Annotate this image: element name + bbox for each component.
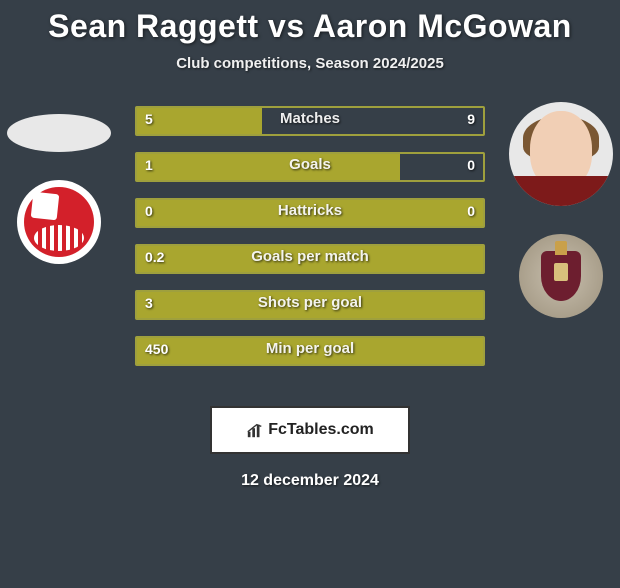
stat-bar-left-fill <box>137 338 483 364</box>
stat-bar-track <box>135 198 485 228</box>
stat-row: 5 Matches 9 <box>135 106 485 136</box>
stat-bar-track <box>135 106 485 136</box>
right-player-avatar <box>509 102 613 206</box>
stat-bar-left-fill <box>137 246 483 272</box>
stat-bar-left-fill <box>137 154 400 180</box>
stats-area: 5 Matches 9 1 Goals 0 0 Hattricks 0 <box>0 102 620 392</box>
left-club-logo <box>17 180 101 264</box>
stat-bar-right-fill <box>262 108 483 134</box>
stat-bars: 5 Matches 9 1 Goals 0 0 Hattricks 0 <box>135 106 485 382</box>
stat-row: 3 Shots per goal <box>135 290 485 320</box>
page-title: Sean Raggett vs Aaron McGowan <box>0 8 620 45</box>
stat-bar-track <box>135 152 485 182</box>
stat-bar-track <box>135 336 485 366</box>
stat-row: 0 Hattricks 0 <box>135 198 485 228</box>
stat-left-value: 3 <box>145 295 153 311</box>
stat-left-value: 0 <box>145 203 153 219</box>
stat-right-value: 0 <box>467 157 475 173</box>
stat-left-value: 5 <box>145 111 153 127</box>
left-player-avatar <box>7 114 111 152</box>
right-player-column <box>506 102 616 318</box>
stat-bar-left-fill <box>137 108 262 134</box>
stat-left-value: 0.2 <box>145 249 164 265</box>
left-player-column <box>4 102 114 264</box>
subtitle: Club competitions, Season 2024/2025 <box>0 55 620 72</box>
stat-row: 1 Goals 0 <box>135 152 485 182</box>
chart-icon <box>246 421 264 439</box>
branding-badge: FcTables.com <box>210 406 410 454</box>
stat-bar-track <box>135 244 485 274</box>
stat-row: 0.2 Goals per match <box>135 244 485 274</box>
stat-bar-left-fill <box>137 200 483 226</box>
stat-left-value: 1 <box>145 157 153 173</box>
stat-right-value: 0 <box>467 203 475 219</box>
stat-row: 450 Min per goal <box>135 336 485 366</box>
stat-bar-track <box>135 290 485 320</box>
footer-date: 12 december 2024 <box>0 472 620 490</box>
right-club-logo <box>519 234 603 318</box>
stat-left-value: 450 <box>145 341 168 357</box>
branding-text: FcTables.com <box>268 421 374 439</box>
stat-bar-left-fill <box>137 292 483 318</box>
stat-right-value: 9 <box>467 111 475 127</box>
